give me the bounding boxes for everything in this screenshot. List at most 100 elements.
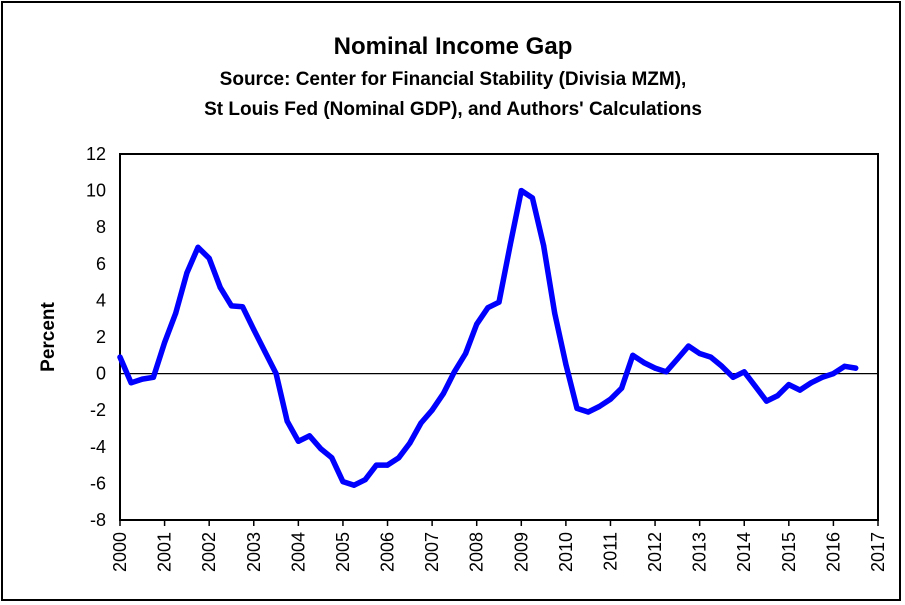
data-point [652,365,658,371]
y-tick-label: 6 [96,254,106,274]
data-point [842,363,848,369]
data-point [195,244,201,250]
data-point [306,433,313,439]
y-tick-label: 8 [96,217,106,237]
x-tick-label: 2010 [556,532,576,572]
data-point [162,339,168,346]
y-axis: 12 10 8 6 4 2 0 -2 -4 -6 -8 [86,144,106,530]
data-point [819,374,825,380]
data-point [752,383,759,389]
data-point [797,387,803,393]
data-point [373,462,379,468]
data-point [563,361,569,367]
x-tick-label: 2000 [110,532,130,572]
x-tick-label: 2015 [779,532,799,572]
data-point [719,363,725,369]
data-point [228,303,235,309]
data-point [295,438,301,444]
data-point [730,374,736,380]
data-point [184,270,190,276]
data-point [440,391,446,397]
data-point [240,304,246,310]
data-point [529,195,536,201]
y-tick-label: 10 [86,181,106,201]
data-point [362,477,368,483]
data-point [541,242,547,249]
data-point [206,255,212,261]
data-point [830,371,837,377]
data-point [451,369,457,375]
x-tick-label: 2009 [511,532,531,572]
x-tick-label: 2011 [600,532,620,571]
data-point [697,350,703,357]
data-point [741,369,747,375]
data-point [284,418,290,424]
data-point [150,374,156,380]
x-tick-label: 2003 [244,532,264,572]
x-tick-label: 2008 [467,532,487,572]
x-tick-label: 2001 [155,532,175,572]
x-tick-label: 2016 [823,532,843,572]
data-point [507,242,513,249]
chart-subtitle-line-1: Source: Center for Financial Stability (… [220,69,687,90]
data-point [674,356,681,362]
y-tick-label: 4 [96,290,106,310]
data-point [418,420,424,426]
data-point [775,393,781,399]
chart-title: Nominal Income Gap [334,33,573,60]
data-point [596,403,602,410]
x-tick-label: 2013 [690,532,710,572]
data-point [808,380,814,386]
data-point [485,305,491,311]
data-point [552,310,558,316]
data-point [396,455,402,461]
data-point [463,350,469,357]
x-tick-label: 2007 [422,532,442,572]
data-point [574,405,580,411]
data-point [329,455,335,461]
y-tick-label: 12 [86,144,106,164]
data-point [407,440,413,446]
x-tick-label: 2017 [868,532,888,572]
x-tick-label: 2006 [378,532,398,572]
x-tick-label: 2005 [333,532,353,572]
data-point [217,285,223,291]
data-point [117,354,123,360]
data-point [708,354,714,360]
data-point [585,409,591,415]
data-point [351,482,357,488]
y-tick-label: -2 [90,400,106,420]
x-tick-label: 2012 [645,532,665,572]
data-point [763,398,770,404]
data-point [518,188,524,194]
x-tick-label: 2014 [734,532,754,572]
data-point [340,479,346,485]
data-point [429,407,435,413]
chart-subtitle-line-2: St Louis Fed (Nominal GDP), and Authors'… [204,99,702,120]
data-point [474,321,480,327]
data-point [251,327,257,333]
data-point [663,369,669,375]
data-point [619,385,625,391]
data-point [641,360,647,366]
data-point [496,299,502,305]
y-tick-label: -4 [90,437,106,457]
data-point [139,376,145,382]
y-axis-label: Percent [38,301,59,371]
plot-area [119,153,879,521]
data-point [384,462,391,468]
data-point [128,380,134,386]
data-point [630,352,636,358]
data-point [318,446,324,452]
x-axis: 2000 2001 2002 2003 2004 2005 2006 2007 2008 2009… [110,520,888,572]
data-point [273,371,279,377]
data-point [685,343,692,349]
y-tick-label: 2 [96,327,106,347]
data-point [853,365,859,371]
data-point [262,349,268,355]
data-point [786,382,792,388]
data-point [607,396,614,402]
y-tick-label: 0 [96,364,106,384]
x-tick-label: 2004 [288,532,308,572]
